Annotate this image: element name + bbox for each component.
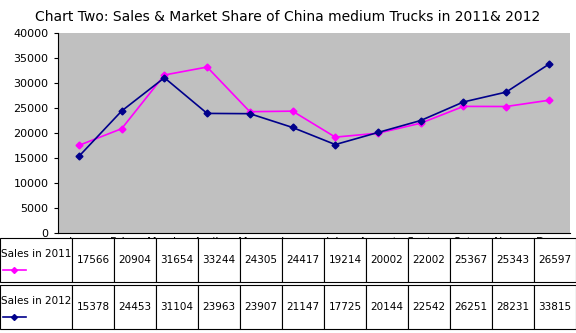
Bar: [366, 238, 408, 282]
Bar: [240, 285, 282, 329]
Text: Sales in 2012: Sales in 2012: [1, 296, 71, 306]
Text: Sales in 2011: Sales in 2011: [1, 249, 71, 259]
Text: 33815: 33815: [539, 302, 571, 312]
Bar: [492, 238, 534, 282]
Text: 23963: 23963: [202, 302, 236, 312]
Bar: [492, 285, 534, 329]
Bar: [198, 285, 240, 329]
Text: 26251: 26251: [454, 302, 487, 312]
Bar: [72, 238, 114, 282]
Text: 22542: 22542: [412, 302, 446, 312]
Text: 24305: 24305: [244, 255, 278, 265]
Text: 21147: 21147: [286, 302, 320, 312]
Text: 20002: 20002: [370, 255, 403, 265]
Bar: [240, 238, 282, 282]
Bar: [0, 238, 72, 282]
Bar: [114, 238, 156, 282]
Bar: [156, 238, 198, 282]
Bar: [534, 285, 576, 329]
Bar: [72, 285, 114, 329]
Bar: [156, 285, 198, 329]
Bar: [408, 285, 450, 329]
Bar: [0, 285, 72, 329]
Text: 26597: 26597: [539, 255, 571, 265]
Text: 25343: 25343: [497, 255, 529, 265]
Bar: [324, 238, 366, 282]
Text: 17566: 17566: [77, 255, 109, 265]
Bar: [534, 238, 576, 282]
Text: 22002: 22002: [412, 255, 445, 265]
Bar: [450, 238, 492, 282]
Bar: [450, 285, 492, 329]
Text: 19214: 19214: [328, 255, 362, 265]
Bar: [282, 238, 324, 282]
Bar: [366, 285, 408, 329]
Bar: [408, 238, 450, 282]
Text: 31104: 31104: [161, 302, 194, 312]
Text: 24417: 24417: [286, 255, 320, 265]
Text: 33244: 33244: [202, 255, 236, 265]
Bar: [198, 238, 240, 282]
Text: 15378: 15378: [77, 302, 109, 312]
Bar: [282, 285, 324, 329]
Text: 23907: 23907: [244, 302, 278, 312]
Text: 28231: 28231: [497, 302, 529, 312]
Bar: [324, 285, 366, 329]
Text: 25367: 25367: [454, 255, 487, 265]
Text: 20144: 20144: [370, 302, 404, 312]
Text: 17725: 17725: [328, 302, 362, 312]
Text: 20904: 20904: [119, 255, 151, 265]
Text: 24453: 24453: [119, 302, 151, 312]
Text: 31654: 31654: [161, 255, 194, 265]
Text: Chart Two: Sales & Market Share of China medium Trucks in 2011& 2012: Chart Two: Sales & Market Share of China…: [35, 10, 541, 24]
Bar: [114, 285, 156, 329]
